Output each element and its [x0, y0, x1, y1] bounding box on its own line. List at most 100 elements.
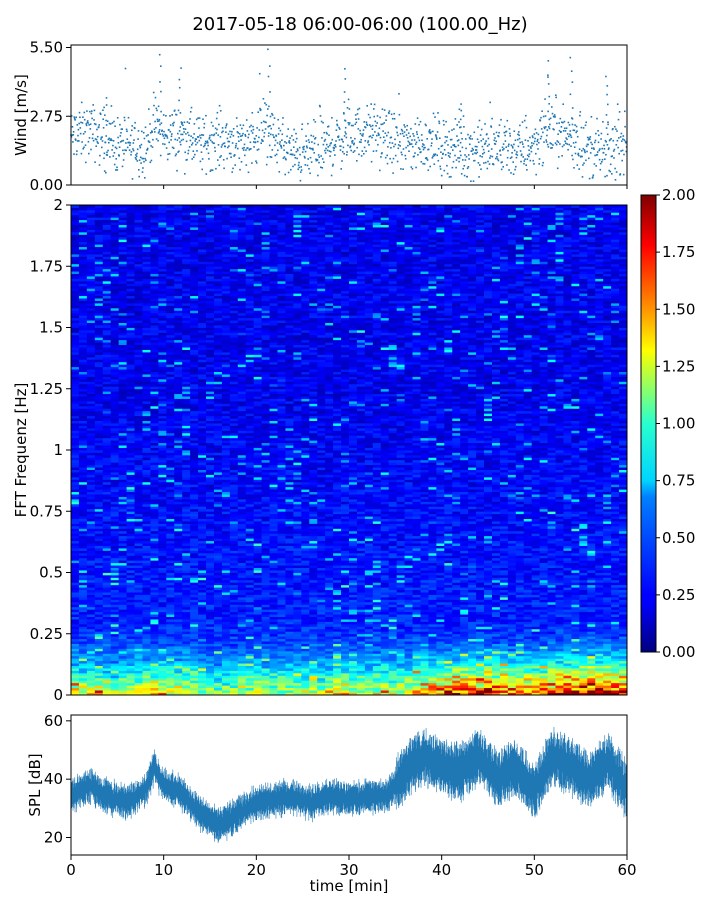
fft-cell: [102, 638, 112, 642]
fft-cell: [190, 641, 199, 644]
wind-point: [390, 147, 392, 149]
wind-point: [277, 118, 279, 121]
fft-cell: [134, 307, 143, 311]
fft-cell: [190, 445, 199, 448]
fft-cell: [118, 658, 127, 662]
fft-cell: [150, 374, 159, 377]
fft-cell: [86, 479, 96, 483]
fft-cell: [174, 283, 183, 287]
fft-cell: [166, 690, 175, 693]
fft-cell: [126, 555, 135, 559]
fft-cell: [182, 494, 191, 497]
wind-point: [112, 144, 114, 147]
fft-cell: [198, 347, 207, 350]
fft-cell: [126, 249, 135, 252]
fft-cell: [190, 450, 199, 453]
fft-cell: [190, 251, 199, 255]
fft-cell: [71, 322, 80, 326]
wind-point: [489, 157, 491, 159]
wind-point: [543, 126, 546, 129]
fft-cell: [166, 484, 175, 488]
fft-cell: [71, 383, 80, 387]
wind-point: [185, 133, 187, 135]
fft-cell: [102, 690, 112, 693]
wind-point: [535, 173, 537, 176]
fft-cell: [166, 356, 175, 360]
fft-cell: [118, 572, 127, 576]
fft-cell: [174, 494, 183, 497]
fft-cell: [166, 530, 175, 534]
fft-cell: [174, 256, 183, 260]
fft-cell: [134, 658, 143, 662]
fft-cell: [71, 597, 80, 600]
fft-cell: [142, 420, 151, 424]
fft-cell: [94, 298, 104, 301]
fft-cell: [71, 254, 80, 257]
wind-point: [418, 139, 421, 142]
fft-cell: [86, 665, 96, 669]
wind-point: [125, 142, 127, 144]
fft-cell: [166, 574, 175, 578]
fft-cell: [94, 369, 104, 372]
fft-cell: [94, 601, 104, 605]
wind-point: [555, 94, 557, 96]
fft-cell: [134, 249, 143, 252]
fft-cell: [78, 322, 88, 326]
fft-cell: [126, 626, 135, 630]
fft-cell: [198, 638, 207, 642]
fft-cell: [198, 476, 207, 480]
fft-cell: [174, 675, 183, 679]
wind-point: [310, 161, 313, 163]
wind-point: [336, 119, 338, 122]
fft-cell: [110, 325, 120, 328]
wind-point: [357, 128, 360, 130]
fft-cell: [78, 577, 88, 581]
fft-cell: [110, 533, 120, 537]
wind-point: [123, 116, 126, 119]
fft-cell: [182, 401, 191, 404]
fft-cell: [158, 452, 167, 456]
wind-point: [530, 142, 533, 144]
wind-point: [487, 160, 489, 163]
fft-cell: [71, 623, 80, 627]
fft-cell: [150, 393, 159, 397]
fft-cell: [102, 229, 112, 233]
fft-cell: [78, 670, 88, 674]
wind-point: [264, 128, 267, 130]
fft-cell: [126, 672, 135, 676]
fft-cell: [158, 481, 167, 485]
fft-cell: [118, 376, 127, 380]
fft-cell: [78, 217, 88, 221]
fft-cell: [71, 484, 80, 488]
fft-cell: [198, 303, 207, 306]
fft-cell: [102, 251, 112, 255]
fft-cell: [150, 244, 159, 248]
fft-cell: [158, 234, 167, 238]
fft-cell: [86, 670, 96, 674]
fft-cell: [126, 609, 135, 613]
fft-cell: [198, 209, 207, 213]
wind-point: [431, 138, 433, 140]
fft-cell: [102, 528, 112, 532]
wind-point: [135, 154, 137, 156]
fft-cell: [198, 410, 207, 414]
fft-cell: [126, 658, 135, 662]
fft-cell: [166, 322, 175, 326]
fft-cell: [158, 648, 167, 652]
fft-cell: [126, 222, 135, 225]
fft-cell: [78, 381, 88, 385]
wind-point: [95, 123, 97, 126]
wind-point: [297, 149, 299, 152]
fft-cell: [102, 677, 112, 681]
fft-cell: [110, 506, 120, 510]
wind-point: [597, 130, 599, 132]
wind-point: [541, 110, 543, 112]
fft-cell: [198, 359, 207, 363]
wind-point: [158, 120, 160, 122]
fft-cell: [118, 295, 127, 299]
fft-cell: [78, 435, 88, 439]
fft-cell: [71, 207, 80, 211]
wind-point: [195, 118, 198, 121]
fft-cell: [142, 535, 151, 539]
fft-cell: [102, 646, 112, 649]
